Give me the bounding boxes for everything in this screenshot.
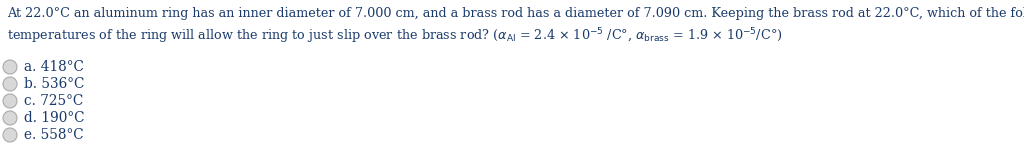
Ellipse shape	[3, 111, 17, 125]
Text: At 22.0°C an aluminum ring has an inner diameter of 7.000 cm, and a brass rod ha: At 22.0°C an aluminum ring has an inner …	[7, 7, 1024, 20]
Ellipse shape	[3, 128, 17, 142]
Text: a. 418°C: a. 418°C	[24, 60, 84, 74]
Text: c. 725°C: c. 725°C	[24, 94, 83, 108]
Ellipse shape	[3, 77, 17, 91]
Text: temperatures of the ring will allow the ring to just slip over the brass rod? ($: temperatures of the ring will allow the …	[7, 26, 782, 46]
Text: b. 536°C: b. 536°C	[24, 77, 84, 91]
Text: d. 190°C: d. 190°C	[24, 111, 85, 125]
Text: e. 558°C: e. 558°C	[24, 128, 84, 142]
Ellipse shape	[3, 94, 17, 108]
Ellipse shape	[3, 60, 17, 74]
